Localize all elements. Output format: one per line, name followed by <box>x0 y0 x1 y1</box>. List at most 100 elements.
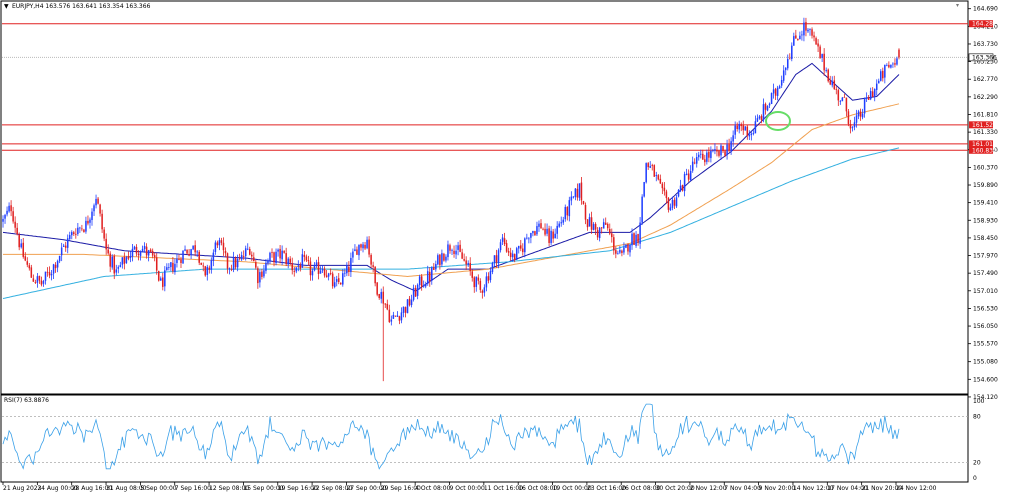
candle-body <box>406 299 409 314</box>
candle-body <box>479 280 482 290</box>
candle-body <box>590 217 593 230</box>
candle-body <box>693 162 696 164</box>
candle-body <box>574 188 577 198</box>
candle-body <box>368 239 370 255</box>
candle-body <box>517 245 520 249</box>
candle-body <box>68 235 71 239</box>
candle-body <box>20 243 22 248</box>
candle-body <box>115 269 118 273</box>
candle-body <box>716 149 718 152</box>
candle-body <box>685 173 688 175</box>
candle-body <box>554 233 556 239</box>
candle-body <box>457 245 459 250</box>
time-tick-label: 14 Nov 12:00 <box>793 485 834 492</box>
candle-body <box>317 262 320 275</box>
candle-body <box>884 64 886 78</box>
chart-corner-icon[interactable]: ▾ <box>956 2 959 9</box>
candle-body <box>890 64 892 68</box>
candle-body <box>428 271 431 282</box>
candle-body <box>433 267 435 270</box>
candle-body <box>445 256 447 261</box>
candle-body <box>109 253 111 267</box>
candle-body <box>522 248 524 253</box>
candle-body <box>289 258 291 263</box>
candle-body <box>348 266 350 272</box>
candle-body <box>801 34 803 36</box>
candle-body <box>635 234 637 246</box>
candle-body <box>598 227 601 239</box>
candle-body <box>85 220 87 232</box>
candle-body <box>431 267 433 281</box>
candle-body <box>178 259 180 260</box>
candle-body <box>71 232 73 236</box>
candle-body <box>400 312 403 321</box>
highlight-ellipse <box>765 111 791 131</box>
candle-body <box>384 303 387 305</box>
candle-body <box>62 245 65 247</box>
candle-body <box>228 268 231 270</box>
time-tick-label: 9 Nov 20:00 <box>759 485 796 492</box>
price-tick-label: 159.890 <box>973 182 998 189</box>
candle-body <box>596 230 599 238</box>
candle-body <box>467 263 469 265</box>
candle-body <box>487 276 490 281</box>
candle-body <box>768 103 771 106</box>
candle-body <box>663 187 666 192</box>
candle-body <box>73 232 75 235</box>
candle-body <box>198 251 200 263</box>
level-price-box <box>969 140 993 148</box>
candle-body <box>309 261 312 276</box>
candle-body <box>358 244 360 256</box>
candle-body <box>305 256 308 261</box>
candle-body <box>151 250 154 256</box>
candle-body <box>121 257 124 265</box>
candle-body <box>584 204 587 220</box>
candle-body <box>807 29 809 32</box>
candle-body <box>234 257 237 268</box>
candle-body <box>687 173 690 180</box>
time-tick-label: 9 Oct 00:00 <box>450 485 485 492</box>
candle-body <box>376 282 378 295</box>
candle-body <box>392 314 395 319</box>
candle-body <box>835 89 838 90</box>
candle-body <box>190 249 192 255</box>
candle-body <box>271 252 273 253</box>
candle-body <box>91 211 93 220</box>
candle-body <box>437 255 439 265</box>
candles <box>2 17 900 382</box>
candle-body <box>780 80 783 86</box>
candle-body <box>847 111 850 124</box>
candle-body <box>265 262 267 271</box>
price-tick-label: 157.010 <box>973 288 998 295</box>
candle-body <box>408 298 411 306</box>
candle-body <box>681 185 684 191</box>
candle-body <box>321 268 324 271</box>
candle-body <box>708 151 710 158</box>
candle-body <box>831 81 834 86</box>
candle-body <box>174 263 176 273</box>
candle-body <box>362 244 364 249</box>
candle-body <box>550 230 552 243</box>
candle-body <box>230 269 233 271</box>
candle-body <box>192 245 194 250</box>
candle-body <box>220 240 223 243</box>
price-tick-label: 157.490 <box>973 270 998 277</box>
rsi-header-text: RSI(7) 63.8876 <box>4 397 49 404</box>
candle-body <box>691 161 694 171</box>
candle-body <box>578 183 581 198</box>
candle-body <box>880 71 882 81</box>
candle-body <box>396 315 399 317</box>
candle-body <box>841 97 844 102</box>
candle-body <box>93 205 95 212</box>
candle-body <box>422 285 425 287</box>
candle-body <box>536 226 538 235</box>
candle-body <box>489 271 492 281</box>
candle-body <box>172 262 174 272</box>
candle-body <box>594 223 597 230</box>
candle-body <box>886 65 888 67</box>
candle-body <box>216 242 219 246</box>
chart-header-icon[interactable]: ▼ <box>4 3 9 10</box>
candle-body <box>633 233 635 245</box>
candle-body <box>542 228 544 230</box>
time-tick-label: 2 Nov 12:00 <box>690 485 727 492</box>
